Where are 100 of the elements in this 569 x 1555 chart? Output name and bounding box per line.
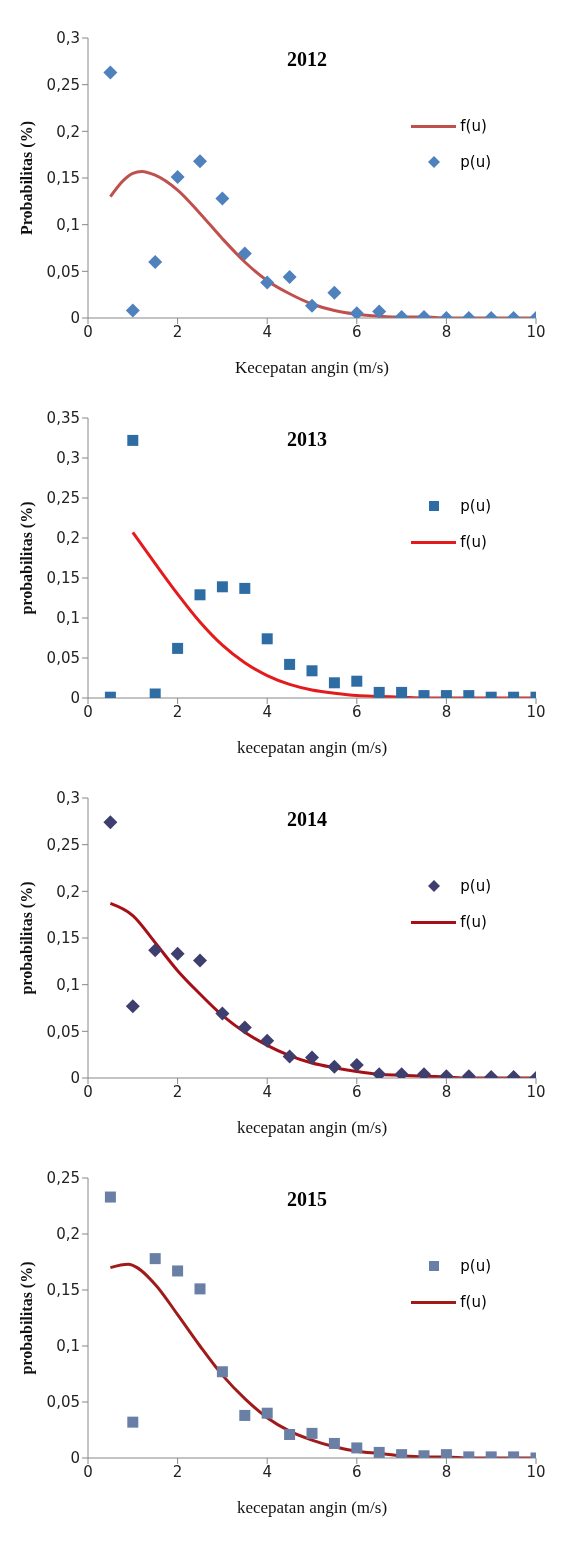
- y-tick-label: 0,25: [46, 1169, 80, 1188]
- y-tick-label: 0,05: [46, 649, 80, 668]
- legend-label: f(u): [460, 913, 487, 931]
- point: [149, 1253, 161, 1265]
- point: [194, 589, 206, 601]
- x-tick-label: 4: [262, 1082, 272, 1101]
- point: [125, 303, 140, 318]
- point: [328, 1437, 340, 1449]
- point: [305, 298, 319, 313]
- point: [103, 65, 118, 80]
- y-tick-label: 0,2: [56, 1225, 80, 1244]
- x-axis-title: kecepatan angin (m/s): [236, 1498, 388, 1517]
- point: [193, 953, 207, 968]
- point: [260, 1033, 275, 1048]
- legend-label: f(u): [460, 1293, 487, 1311]
- y-tick-label: 0,15: [46, 569, 80, 588]
- point: [351, 1442, 363, 1454]
- x-tick-label: 6: [352, 702, 362, 721]
- point: [328, 677, 340, 689]
- x-tick-label: 8: [441, 1462, 452, 1481]
- x-tick-label: 6: [352, 1462, 362, 1481]
- point: [306, 665, 318, 677]
- x-tick-label: 6: [352, 322, 362, 341]
- y-tick-label: 0,2: [56, 882, 80, 901]
- point: [172, 1265, 184, 1277]
- x-tick-label: 0: [83, 322, 93, 341]
- y-tick-label: 0,2: [56, 122, 80, 141]
- point: [216, 1366, 228, 1378]
- point: [349, 1057, 364, 1072]
- y-tick-label: 0: [70, 309, 80, 328]
- point: [306, 1427, 318, 1439]
- point: [215, 191, 230, 206]
- point: [373, 686, 385, 698]
- point: [215, 1006, 230, 1021]
- legend-label: p(u): [460, 153, 491, 171]
- y-axis-title: Probabilitas (%): [17, 121, 36, 235]
- point: [170, 946, 185, 961]
- x-tick-label: 10: [526, 1462, 546, 1481]
- y-tick-label: 0,05: [46, 1393, 80, 1412]
- x-tick-label: 0: [83, 1082, 93, 1101]
- point: [260, 275, 275, 290]
- legend-label: f(u): [460, 117, 487, 135]
- point: [284, 658, 296, 670]
- y-tick-label: 0,1: [56, 1337, 80, 1356]
- x-axis-title: Kecepatan angin (m/s): [235, 358, 389, 377]
- point: [305, 1050, 319, 1065]
- point: [239, 1409, 251, 1421]
- y-tick-label: 0,3: [56, 789, 80, 808]
- y-tick-label: 0,15: [46, 169, 80, 188]
- text: 2012: [286, 48, 328, 71]
- point: [327, 1059, 342, 1074]
- point: [261, 633, 273, 645]
- point: [261, 1407, 273, 1419]
- y-tick-label: 0,35: [46, 409, 80, 428]
- point: [327, 285, 342, 300]
- point: [104, 1191, 116, 1203]
- point: [127, 434, 139, 446]
- x-tick-label: 0: [83, 1462, 93, 1481]
- x-tick-label: 8: [441, 1082, 452, 1101]
- point: [284, 1428, 296, 1440]
- text: 2013: [286, 428, 328, 451]
- point: [351, 675, 363, 687]
- y-tick-label: 0,25: [46, 835, 80, 854]
- point: [148, 943, 163, 958]
- point: [396, 1449, 408, 1458]
- y-tick-label: 0,25: [46, 489, 80, 508]
- point: [103, 815, 118, 830]
- point: [373, 1446, 385, 1458]
- x-axis-title: kecepatan angin (m/s): [236, 1118, 388, 1137]
- point: [125, 999, 140, 1014]
- point: [127, 1416, 139, 1428]
- point: [149, 688, 161, 698]
- y-tick-label: 0,05: [46, 262, 80, 281]
- x-tick-label: 8: [441, 322, 452, 341]
- y-tick-label: 0,2: [56, 529, 80, 548]
- x-tick-label: 2: [172, 702, 183, 721]
- y-tick-label: 0,1: [56, 215, 80, 234]
- y-axis-title: probabilitas (%): [17, 881, 36, 995]
- x-tick-label: 4: [262, 1462, 272, 1481]
- y-tick-label: 0: [70, 1069, 80, 1088]
- text: 2015: [286, 1188, 328, 1211]
- legend-label: f(u): [460, 533, 487, 551]
- point: [349, 306, 364, 318]
- y-tick-label: 0,1: [56, 609, 80, 628]
- point: [193, 154, 207, 169]
- y-tick-label: 0,1: [56, 975, 80, 994]
- point: [172, 642, 184, 654]
- y-axis-title: probabilitas (%): [17, 1261, 36, 1375]
- y-axis-title: probabilitas (%): [17, 501, 36, 615]
- x-tick-label: 4: [262, 322, 272, 341]
- y-tick-label: 0,3: [56, 449, 80, 468]
- point: [237, 1020, 252, 1035]
- point: [239, 582, 251, 594]
- legend-label: p(u): [460, 497, 491, 515]
- x-tick-label: 8: [441, 702, 452, 721]
- text: 2014: [286, 808, 328, 831]
- point: [216, 581, 228, 593]
- x-tick-label: 6: [352, 1082, 362, 1101]
- point: [396, 686, 408, 698]
- legend-label: p(u): [460, 877, 491, 895]
